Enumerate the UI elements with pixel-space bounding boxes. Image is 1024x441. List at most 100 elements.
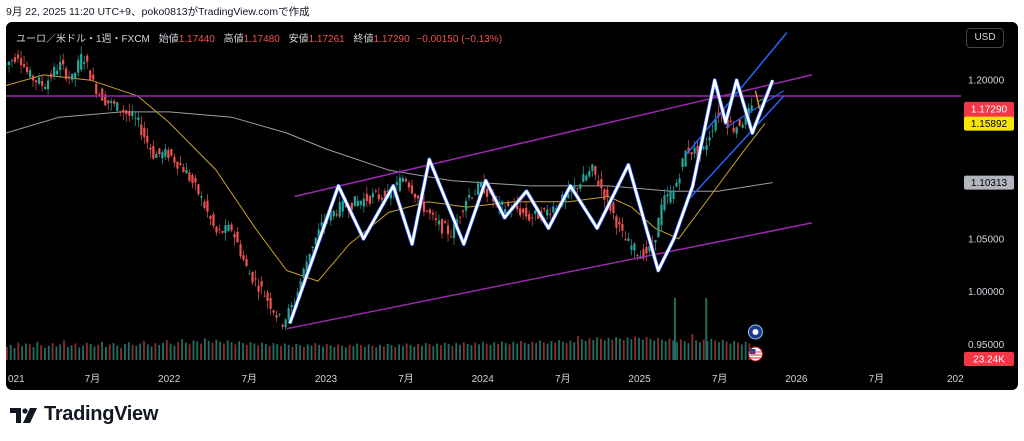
candle-body[interactable] bbox=[573, 185, 576, 190]
candle-body[interactable] bbox=[209, 215, 212, 220]
candle-body[interactable] bbox=[708, 137, 711, 141]
candle-body[interactable] bbox=[290, 304, 293, 308]
candle-body[interactable] bbox=[269, 298, 272, 309]
candle-body[interactable] bbox=[678, 178, 681, 184]
candle-body[interactable] bbox=[6, 63, 8, 65]
candle-body[interactable] bbox=[627, 238, 630, 242]
candle-body[interactable] bbox=[95, 83, 98, 95]
zigzag-outline[interactable] bbox=[287, 78, 775, 325]
candle-body[interactable] bbox=[248, 273, 251, 275]
tradingview-logo[interactable]: TradingView bbox=[10, 403, 158, 426]
candle-body[interactable] bbox=[191, 175, 194, 184]
candle-body[interactable] bbox=[615, 216, 618, 228]
candle-body[interactable] bbox=[65, 68, 68, 79]
candle-body[interactable] bbox=[341, 200, 344, 212]
candle-body[interactable] bbox=[711, 130, 714, 132]
candle-body[interactable] bbox=[338, 202, 341, 217]
candle-body[interactable] bbox=[31, 75, 35, 81]
candle-body[interactable] bbox=[128, 111, 131, 116]
candle-body[interactable] bbox=[657, 217, 660, 238]
candle-body[interactable] bbox=[576, 188, 579, 189]
price-chart[interactable]: 1.00000 1.05000 1.20000 0.95000 021 7月 2022 7月… bbox=[6, 22, 1018, 390]
candle-body[interactable] bbox=[687, 147, 690, 153]
candle-body[interactable] bbox=[365, 193, 368, 202]
candle-body[interactable] bbox=[552, 206, 555, 213]
candle-body[interactable] bbox=[528, 213, 531, 221]
candle-body[interactable] bbox=[146, 135, 149, 143]
candle-body[interactable] bbox=[585, 175, 588, 181]
candle-body[interactable] bbox=[46, 80, 50, 90]
candle-body[interactable] bbox=[404, 178, 408, 182]
candle-body[interactable] bbox=[122, 109, 125, 113]
channel-lower-line[interactable] bbox=[286, 222, 813, 330]
candle-body[interactable] bbox=[744, 113, 747, 125]
candle-body[interactable] bbox=[642, 249, 645, 259]
candle-body[interactable] bbox=[504, 209, 507, 214]
candle-body[interactable] bbox=[152, 146, 155, 159]
candle-body[interactable] bbox=[224, 224, 227, 233]
candle-body[interactable] bbox=[386, 190, 389, 193]
candle-body[interactable] bbox=[200, 196, 203, 198]
candle-body[interactable] bbox=[110, 100, 113, 103]
candle-body[interactable] bbox=[50, 73, 53, 78]
candle-body[interactable] bbox=[624, 239, 627, 241]
candle-body[interactable] bbox=[684, 150, 687, 167]
candle-body[interactable] bbox=[185, 169, 188, 174]
candle-body[interactable] bbox=[636, 255, 639, 257]
candle-body[interactable] bbox=[437, 220, 441, 225]
candle-body[interactable] bbox=[119, 111, 122, 112]
candle-body[interactable] bbox=[176, 161, 179, 169]
candle-body[interactable] bbox=[470, 197, 474, 199]
candle-body[interactable] bbox=[179, 163, 182, 165]
candle-body[interactable] bbox=[594, 165, 597, 175]
candle-body[interactable] bbox=[314, 237, 317, 245]
candle-body[interactable] bbox=[43, 86, 47, 90]
candle-body[interactable] bbox=[113, 101, 116, 104]
candle-body[interactable] bbox=[53, 67, 56, 77]
candle-body[interactable] bbox=[407, 182, 411, 188]
candle-body[interactable] bbox=[663, 195, 666, 210]
candle-body[interactable] bbox=[182, 166, 185, 173]
candle-body[interactable] bbox=[395, 182, 398, 186]
candle-body[interactable] bbox=[13, 57, 17, 63]
candle-body[interactable] bbox=[107, 100, 110, 104]
candle-body[interactable] bbox=[648, 246, 651, 252]
candle-body[interactable] bbox=[443, 221, 447, 224]
candle-body[interactable] bbox=[618, 221, 621, 225]
candle-body[interactable] bbox=[350, 202, 353, 210]
candle-body[interactable] bbox=[702, 147, 705, 149]
candle-body[interactable] bbox=[464, 201, 468, 211]
candle-body[interactable] bbox=[440, 219, 444, 234]
candle-body[interactable] bbox=[693, 147, 696, 154]
candle-body[interactable] bbox=[389, 190, 392, 199]
candle-body[interactable] bbox=[660, 204, 663, 226]
candle-body[interactable] bbox=[461, 210, 465, 213]
candle-body[interactable] bbox=[227, 224, 230, 231]
candle-body[interactable] bbox=[28, 70, 32, 78]
candle-body[interactable] bbox=[56, 70, 59, 75]
candle-body[interactable] bbox=[98, 94, 101, 95]
candle-body[interactable] bbox=[16, 54, 20, 59]
candle-body[interactable] bbox=[519, 208, 522, 216]
candle-body[interactable] bbox=[654, 240, 657, 243]
candle-body[interactable] bbox=[92, 74, 95, 80]
candle-body[interactable] bbox=[22, 64, 26, 67]
candle-body[interactable] bbox=[371, 193, 374, 198]
zigzag-wave-line[interactable] bbox=[288, 78, 774, 324]
candle-body[interactable] bbox=[452, 222, 456, 239]
candle-body[interactable] bbox=[356, 200, 359, 207]
candle-body[interactable] bbox=[546, 209, 549, 216]
candle-body[interactable] bbox=[206, 200, 209, 212]
ma-fast-line[interactable] bbox=[6, 74, 766, 282]
candle-body[interactable] bbox=[194, 178, 197, 183]
candle-body[interactable] bbox=[431, 212, 435, 215]
candle-body[interactable] bbox=[696, 145, 699, 158]
candle-body[interactable] bbox=[368, 195, 371, 204]
candle-body[interactable] bbox=[80, 53, 83, 70]
candle-body[interactable] bbox=[134, 117, 137, 119]
candle-body[interactable] bbox=[272, 310, 275, 313]
candle-body[interactable] bbox=[549, 213, 552, 215]
candle-body[interactable] bbox=[714, 119, 717, 131]
candle-body[interactable] bbox=[155, 153, 158, 158]
candle-body[interactable] bbox=[86, 55, 89, 62]
